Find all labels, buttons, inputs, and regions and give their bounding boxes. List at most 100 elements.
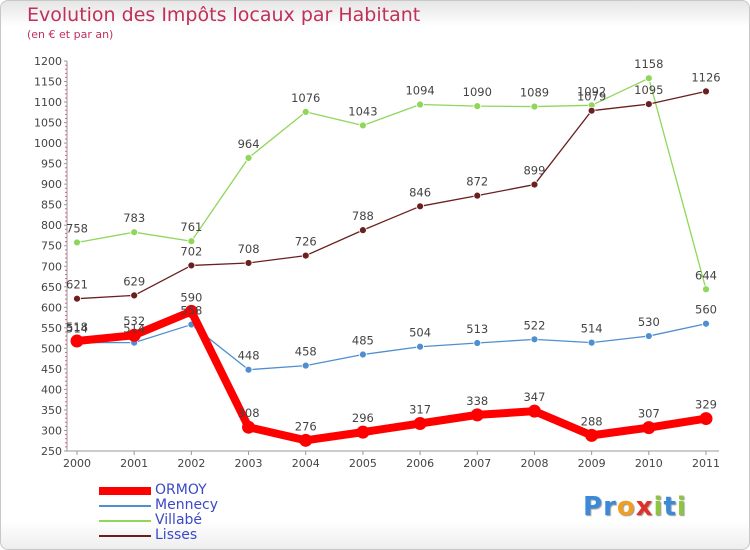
data-label-villabé: 1089 [520, 86, 549, 100]
data-point-villabé [530, 102, 539, 111]
data-point-mennecy [244, 365, 253, 374]
y-tick-label: 800 [41, 219, 62, 232]
data-point-ormoy [184, 304, 198, 318]
data-point-ormoy [413, 416, 427, 430]
data-point-lisses [702, 87, 710, 96]
series-line-lisses [76, 90, 707, 300]
data-point-ormoy [70, 334, 84, 348]
data-point-lisses [130, 291, 139, 300]
data-point-ormoy [470, 408, 484, 422]
x-tick-label: 2004 [292, 457, 320, 470]
data-label-ormoy: 347 [523, 390, 545, 404]
y-tick-label: 900 [41, 178, 62, 191]
logo-letter: i [676, 492, 687, 522]
data-point-villabé [416, 100, 424, 109]
y-tick-label: 450 [41, 363, 62, 376]
data-label-villabé: 1043 [348, 104, 377, 118]
data-point-mennecy [530, 335, 539, 344]
data-label-ormoy: 338 [466, 394, 488, 408]
data-label-lisses: 629 [123, 274, 145, 288]
x-tick-label: 2008 [520, 457, 548, 470]
data-label-ormoy: 288 [581, 414, 603, 428]
data-label-mennecy: 514 [66, 322, 88, 336]
y-tick-label: 300 [41, 424, 62, 437]
data-label-villabé: 964 [238, 137, 260, 151]
data-label-villabé: 1094 [405, 84, 434, 98]
data-point-villabé [644, 74, 653, 83]
data-point-ormoy [699, 412, 713, 426]
data-point-mennecy [416, 342, 424, 351]
data-label-lisses: 1126 [691, 70, 720, 84]
series-line-villabé [76, 77, 707, 290]
data-label-ormoy: 276 [295, 419, 317, 433]
legend-label-mennecy: Mennecy [155, 497, 219, 513]
data-label-lisses: 872 [466, 175, 488, 189]
data-point-ormoy [585, 428, 599, 442]
data-point-mennecy [644, 332, 653, 340]
data-point-lisses [73, 294, 81, 303]
data-point-mennecy [702, 319, 710, 328]
data-label-villabé: 1076 [291, 91, 320, 105]
x-tick-label: 2011 [692, 457, 720, 470]
data-label-mennecy: 522 [523, 318, 545, 332]
data-label-ormoy: 590 [180, 290, 202, 304]
data-label-ormoy: 329 [695, 398, 717, 412]
data-label-mennecy: 558 [180, 304, 202, 318]
data-label-villabé: 644 [695, 268, 717, 282]
data-point-ormoy [242, 420, 256, 434]
data-point-mennecy [473, 339, 482, 347]
data-label-lisses: 708 [238, 242, 260, 256]
data-label-villabé: 761 [180, 220, 202, 234]
y-tick-label: 1150 [34, 76, 62, 89]
y-tick-label: 600 [41, 301, 62, 314]
data-point-villabé [187, 237, 196, 246]
y-tick-label: 1200 [34, 55, 62, 68]
data-label-ormoy: 296 [352, 411, 374, 425]
data-point-ormoy [127, 328, 141, 342]
data-point-lisses [301, 251, 310, 260]
legend-label-villabe: Villabé [155, 512, 203, 528]
series-line-ormoy [73, 307, 710, 445]
logo-letter: t [663, 492, 677, 522]
data-label-lisses: 899 [523, 164, 545, 178]
data-label-lisses: 726 [295, 235, 317, 249]
data-label-ormoy: 317 [409, 402, 431, 416]
data-point-ormoy [299, 433, 313, 447]
data-label-lisses: 1095 [634, 83, 663, 97]
y-tick-label: 750 [41, 240, 62, 253]
data-label-villabé: 1090 [463, 85, 492, 99]
data-label-lisses: 846 [409, 185, 431, 199]
x-tick-label: 2002 [177, 457, 205, 470]
data-label-ormoy: 532 [123, 314, 145, 328]
data-label-villabé: 1158 [634, 57, 663, 71]
legend-swatch-lisses [99, 535, 151, 537]
x-tick-label: 2006 [406, 457, 434, 470]
legend-swatch-villabe [99, 520, 151, 522]
x-tick-label: 2001 [120, 457, 148, 470]
legend-label-lisses: Lisses [155, 527, 198, 543]
y-tick-label: 700 [41, 260, 62, 273]
y-tick-label: 850 [41, 199, 62, 212]
chart-title: Evolution des Impôts locaux par Habitant [27, 4, 421, 26]
data-label-lisses: 702 [180, 244, 202, 258]
data-label-mennecy: 458 [295, 345, 317, 359]
data-label-mennecy: 504 [409, 326, 431, 340]
legend-label-ormoy: ORMOY [155, 482, 207, 498]
y-tick-label: 500 [41, 342, 62, 355]
data-label-mennecy: 513 [466, 322, 488, 336]
legend-swatch-ormoy [99, 487, 151, 495]
data-point-mennecy [359, 350, 367, 359]
x-tick-label: 2007 [463, 457, 491, 470]
data-point-ormoy [642, 421, 656, 435]
data-point-ormoy [356, 425, 370, 439]
data-label-mennecy: 514 [123, 322, 145, 336]
data-point-villabé [702, 285, 710, 294]
data-point-villabé [130, 228, 139, 237]
x-tick-label: 2010 [635, 457, 663, 470]
proxiti-logo: Proxiti [583, 492, 687, 522]
data-label-lisses: 788 [352, 209, 374, 223]
y-tick-label: 1050 [34, 117, 62, 130]
data-label-mennecy: 448 [238, 349, 260, 363]
data-point-lisses [359, 226, 367, 235]
